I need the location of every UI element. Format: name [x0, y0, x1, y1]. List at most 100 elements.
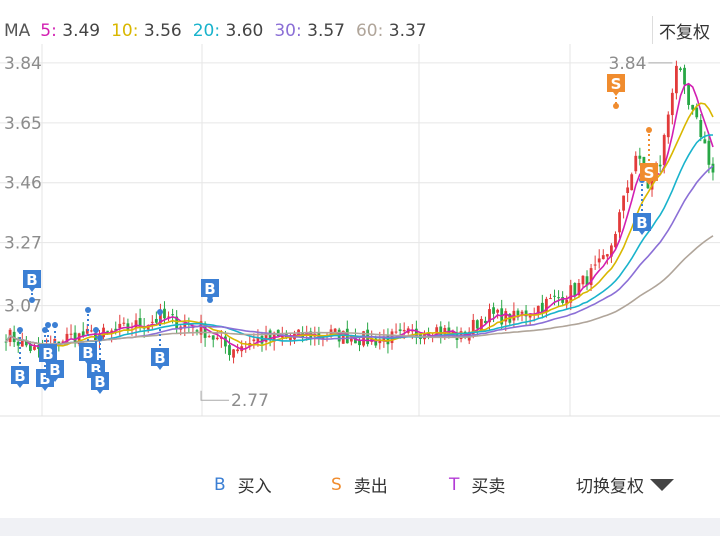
- candle-body: [65, 333, 69, 344]
- ma5-item: 5: 3.49: [40, 21, 101, 41]
- candle-body: [252, 339, 256, 342]
- candle-body: [593, 264, 597, 266]
- candle-body: [358, 340, 361, 346]
- switch-adjust-button[interactable]: 切换复权: [576, 472, 674, 497]
- candle-body: [589, 268, 593, 286]
- trade-key: T: [449, 474, 460, 495]
- marker-label: B: [26, 271, 37, 289]
- y-tick-label: 3.07: [4, 297, 42, 317]
- marker-dot: [29, 297, 35, 303]
- candle-body: [138, 318, 142, 327]
- candle-body: [703, 139, 707, 144]
- candle-body: [553, 295, 556, 297]
- candle-body: [695, 107, 699, 118]
- candle-body: [638, 155, 642, 159]
- candle-body: [195, 330, 199, 332]
- marker-badge-B: [633, 213, 651, 235]
- candle-body: [321, 337, 325, 340]
- candle-body: [199, 321, 203, 335]
- candle-body: [650, 176, 654, 190]
- candle-body: [528, 315, 532, 318]
- ma20-item: 20: 3.60: [192, 21, 264, 41]
- candle-body: [183, 322, 187, 329]
- candle-body: [398, 329, 402, 332]
- marker-dot: [613, 103, 619, 109]
- ma10-line: [5, 102, 714, 347]
- sell-text: 卖出: [353, 477, 388, 497]
- legend-buy: B 买入: [214, 472, 272, 498]
- candle-body: [280, 335, 284, 338]
- candle-body: [662, 135, 666, 165]
- buy-key: B: [214, 474, 226, 495]
- ma20-line: [5, 134, 714, 345]
- candle-body: [711, 163, 715, 173]
- candle-body: [402, 329, 406, 332]
- marker-badge-B: [11, 366, 29, 388]
- candle-body: [349, 338, 353, 342]
- candle-body: [4, 341, 8, 343]
- candle-body: [565, 299, 569, 305]
- marker-badge-B: [39, 344, 57, 366]
- candle-body: [658, 164, 662, 167]
- candle-body: [16, 341, 20, 346]
- no-adjust-toggle[interactable]: 不复权: [652, 16, 716, 44]
- candle-body: [24, 341, 28, 346]
- candle-body: [264, 332, 268, 342]
- marker-badge-S: [607, 74, 625, 96]
- y-tick-label: 3.65: [4, 114, 42, 134]
- candle-body: [670, 92, 674, 116]
- candle-body: [605, 254, 609, 257]
- marker-dot: [42, 327, 48, 333]
- candle-body: [228, 345, 231, 356]
- candle-body: [504, 311, 508, 322]
- y-tick-label: 3.84: [4, 54, 42, 74]
- candle-body: [89, 330, 93, 332]
- low-label: 2.77: [231, 391, 269, 411]
- candle-body: [634, 155, 638, 172]
- candle-body: [374, 338, 378, 346]
- candle-body: [333, 328, 337, 333]
- candle-body: [540, 302, 544, 313]
- candle-body: [341, 330, 345, 344]
- candle-body: [569, 285, 573, 303]
- candle-body: [378, 340, 382, 344]
- marker-badge-B: [91, 372, 109, 394]
- candle-body: [394, 331, 398, 333]
- marker-label: B: [94, 373, 105, 391]
- marker-label: B: [204, 280, 215, 298]
- ma-label: MA: [4, 21, 31, 41]
- candle-body: [679, 68, 682, 70]
- footer-band: [0, 518, 720, 536]
- marker-badge-B: [79, 343, 97, 365]
- candle-body: [386, 335, 390, 345]
- marker-label: S: [611, 75, 622, 93]
- candle-body: [29, 343, 32, 351]
- candle-body: [85, 328, 89, 334]
- candle-body: [447, 327, 451, 334]
- candlestick-chart[interactable]: 3.843.653.463.273.072024-112025-012025-0…: [0, 44, 720, 420]
- signal-legend: B 买入 S 卖出 T 买卖 切换复权: [0, 462, 720, 502]
- candle-body: [362, 331, 365, 346]
- candle-body: [544, 298, 548, 312]
- candle-body: [707, 140, 711, 165]
- candle-body: [443, 327, 447, 335]
- candle-body: [614, 233, 617, 248]
- candle-body: [549, 298, 552, 300]
- candle-body: [382, 337, 386, 341]
- candle-body: [609, 245, 613, 257]
- candle-body: [224, 336, 227, 347]
- candle-body: [77, 333, 81, 345]
- y-tick-label: 3.46: [4, 174, 42, 194]
- candle-body: [20, 339, 24, 347]
- candle-body: [122, 322, 126, 324]
- marker-dot: [93, 327, 99, 333]
- high-label: 3.84: [609, 54, 647, 74]
- sell-key: S: [331, 474, 342, 495]
- marker-label: B: [154, 349, 165, 367]
- marker-label: B: [39, 370, 50, 388]
- candle-body: [154, 318, 158, 323]
- candle-body: [687, 84, 690, 105]
- candle-body: [256, 337, 260, 343]
- candle-body: [524, 310, 528, 317]
- candle-body: [81, 331, 85, 337]
